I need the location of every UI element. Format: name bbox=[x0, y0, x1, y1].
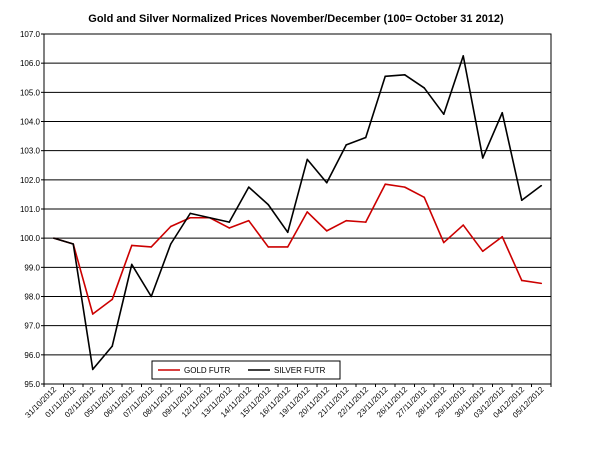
series-line-0 bbox=[53, 183, 542, 315]
y-tick-label: 97.0 bbox=[24, 322, 40, 331]
data-point-0 bbox=[286, 246, 289, 248]
data-point-0 bbox=[150, 246, 153, 248]
x-axis-ticks: 31/10/201201/11/201202/11/201205/11/2012… bbox=[23, 384, 552, 420]
data-point-1 bbox=[540, 184, 543, 187]
data-point-1 bbox=[169, 243, 172, 245]
data-point-1 bbox=[52, 237, 55, 239]
legend-label-0: GOLD FUTR bbox=[184, 366, 230, 375]
data-point-1 bbox=[384, 75, 387, 78]
data-point-0 bbox=[247, 219, 250, 222]
data-point-1 bbox=[91, 368, 94, 371]
data-point-0 bbox=[364, 221, 367, 223]
data-point-0 bbox=[189, 216, 192, 219]
data-point-1 bbox=[364, 136, 367, 139]
data-point-1 bbox=[462, 55, 465, 57]
data-point-1 bbox=[208, 216, 211, 219]
data-point-0 bbox=[111, 298, 114, 301]
series-line-1 bbox=[53, 55, 542, 371]
y-tick-label: 99.0 bbox=[24, 263, 40, 272]
data-point-0 bbox=[267, 246, 270, 248]
data-point-0 bbox=[520, 279, 523, 282]
data-point-0 bbox=[403, 186, 406, 188]
grid-lines bbox=[44, 33, 551, 385]
data-point-1 bbox=[325, 181, 328, 184]
chart-title: Gold and Silver Normalized Prices Novemb… bbox=[88, 13, 504, 25]
y-tick-label: 100.0 bbox=[20, 234, 41, 243]
legend-box bbox=[151, 360, 341, 380]
data-point-1 bbox=[150, 295, 153, 298]
data-point-0 bbox=[325, 230, 328, 232]
data-point-1 bbox=[306, 158, 309, 161]
data-point-0 bbox=[130, 244, 133, 247]
data-point-0 bbox=[501, 235, 504, 238]
series-lines bbox=[52, 55, 543, 371]
data-point-0 bbox=[169, 225, 172, 228]
legend: GOLD FUTR SILVER FUTR bbox=[151, 360, 341, 380]
data-point-0 bbox=[462, 224, 465, 226]
data-point-1 bbox=[442, 113, 445, 116]
data-point-1 bbox=[286, 231, 289, 234]
data-point-1 bbox=[189, 212, 192, 215]
y-tick-label: 102.0 bbox=[20, 176, 41, 185]
y-tick-label: 101.0 bbox=[20, 205, 41, 214]
y-tick-label: 103.0 bbox=[20, 147, 41, 156]
data-point-0 bbox=[306, 211, 309, 213]
plot-area bbox=[43, 33, 552, 385]
y-tick-label: 104.0 bbox=[20, 118, 41, 127]
data-point-1 bbox=[111, 345, 114, 347]
data-point-0 bbox=[442, 241, 445, 244]
y-tick-label: 106.0 bbox=[20, 59, 41, 68]
data-point-1 bbox=[345, 144, 348, 146]
y-tick-label: 95.0 bbox=[24, 380, 40, 389]
y-tick-label: 105.0 bbox=[20, 88, 41, 97]
data-point-1 bbox=[481, 157, 484, 159]
legend-label-1: SILVER FUTR bbox=[274, 366, 326, 375]
data-point-0 bbox=[91, 313, 94, 315]
data-point-1 bbox=[501, 111, 504, 114]
y-tick-label: 98.0 bbox=[24, 293, 40, 302]
y-tick-label: 107.0 bbox=[20, 30, 41, 39]
data-point-1 bbox=[247, 186, 250, 188]
y-axis-ticks: 95.0 96.0 97.0 98.0 99.0 100.0 101.0 102.0 103.0… bbox=[20, 30, 44, 389]
data-point-0 bbox=[481, 250, 484, 253]
data-point-1 bbox=[228, 221, 231, 223]
data-point-1 bbox=[130, 263, 133, 266]
data-point-1 bbox=[72, 243, 75, 245]
data-point-1 bbox=[267, 203, 270, 206]
data-point-1 bbox=[403, 74, 406, 76]
data-point-0 bbox=[228, 227, 231, 229]
data-point-0 bbox=[540, 282, 543, 285]
data-point-1 bbox=[423, 87, 426, 89]
data-point-1 bbox=[520, 199, 523, 202]
y-tick-label: 96.0 bbox=[24, 351, 40, 360]
data-point-0 bbox=[345, 219, 348, 222]
data-point-0 bbox=[423, 196, 426, 199]
data-point-0 bbox=[384, 183, 387, 186]
